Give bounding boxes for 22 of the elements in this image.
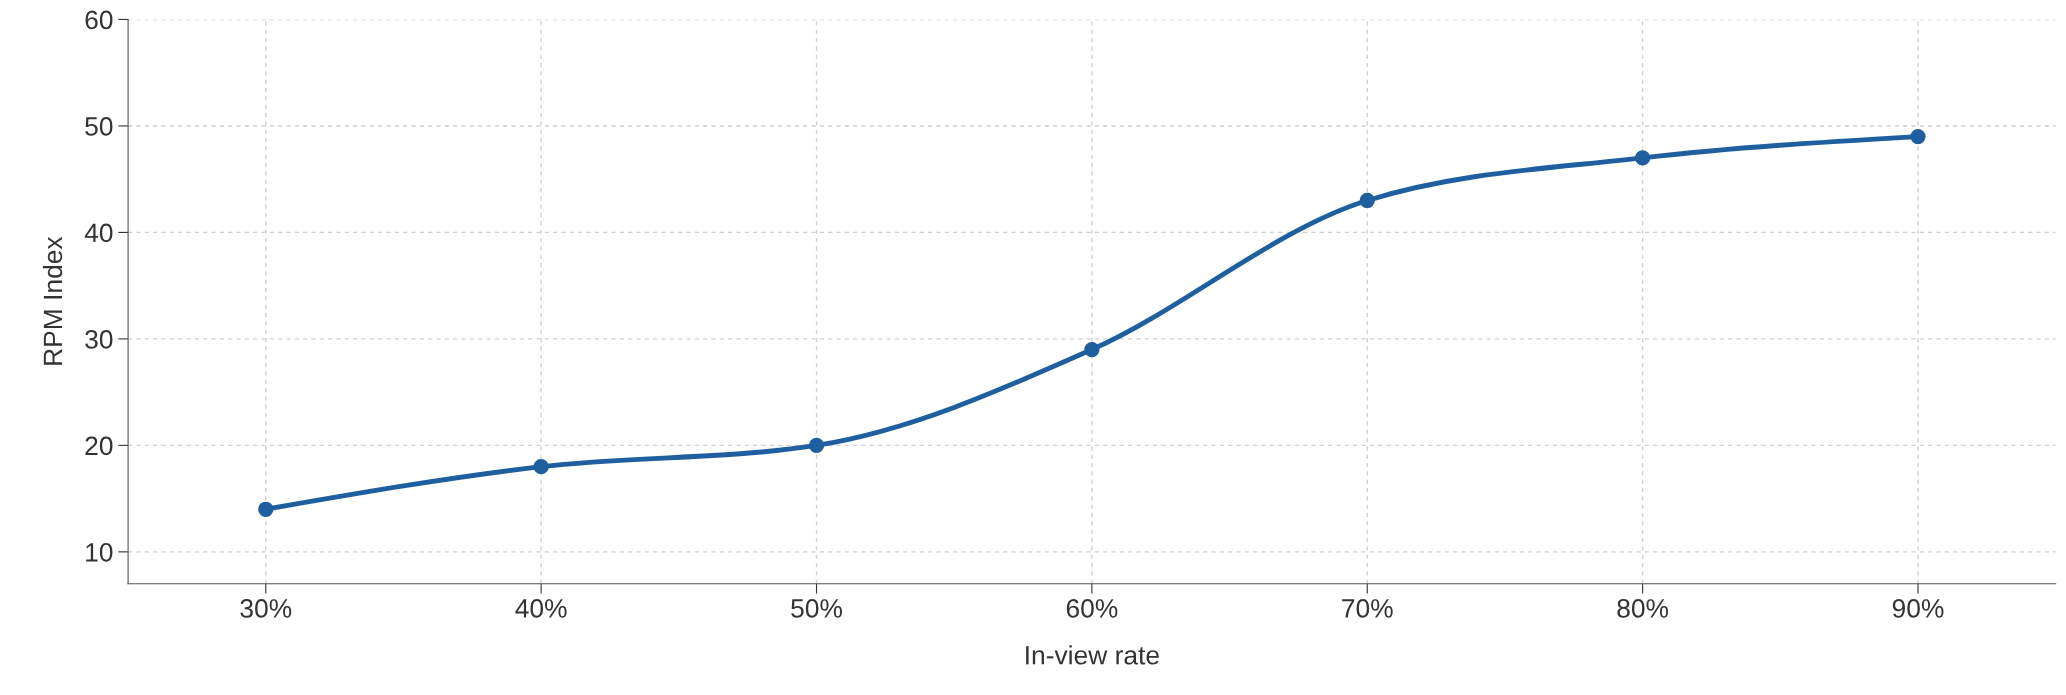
point (533, 459, 549, 475)
point (1910, 128, 1926, 145)
point (1634, 150, 1651, 166)
x-tick-label: 50% (791, 599, 842, 618)
x-tick-label: 40% (515, 599, 567, 618)
x-tick-label: 90% (1892, 599, 1944, 618)
x-tick-label: 60% (1066, 599, 1118, 618)
y-tick-label: 30 (85, 330, 113, 349)
point (258, 501, 274, 517)
x-tick-label: 30% (240, 599, 292, 618)
y-tick-label: 60 (85, 10, 113, 30)
x-axis-title: In-view rate (1026, 645, 1159, 665)
point (1084, 341, 1100, 358)
x-tick-label: 80% (1617, 599, 1669, 618)
y-tick-label: 20 (85, 436, 113, 456)
x-tick-label: 70% (1342, 599, 1393, 618)
y-tick-label: 10 (86, 542, 113, 562)
y-axis-title: RPM Index (42, 236, 63, 365)
point (808, 437, 825, 454)
y-tick-label: 50 (85, 117, 113, 136)
y-tick-label: 40 (84, 223, 113, 243)
point (1359, 192, 1375, 209)
